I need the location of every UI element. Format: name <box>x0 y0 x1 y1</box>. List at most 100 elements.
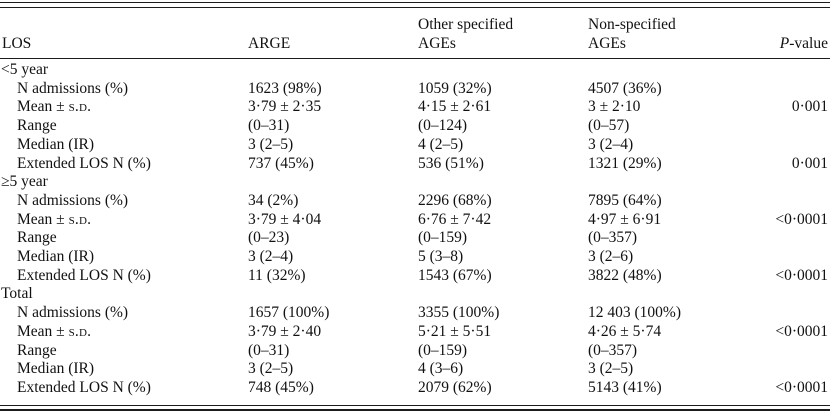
table-body: <5 year N admissions (%) 1623 (98%) 1059 (3… <box>0 59 830 398</box>
table-row: Range (0–31) (0–124) (0–57) <box>0 117 830 136</box>
value-cell: 3·79 ± 4·04 <box>248 210 322 228</box>
p-value-italic-p: P <box>779 34 790 52</box>
p-value-cell: <0·0001 <box>775 378 828 396</box>
table-row: Extended LOS N (%) 748 (45%) 2079 (62%) 514… <box>0 379 830 398</box>
header-row: LOS ARGE Other specified AGEs Non-specif… <box>0 8 830 59</box>
value-cell: 1543 (67%) <box>418 266 492 284</box>
p-value-cell: 0·001 <box>791 154 828 172</box>
value-cell: 5·21 ± 5·51 <box>418 322 492 340</box>
row-label: Median (IR) <box>17 360 95 378</box>
value-cell: (0–357) <box>588 229 638 247</box>
value-cell: 2079 (62%) <box>418 378 492 396</box>
p-value-cell <box>752 192 830 211</box>
value-cell: 4·97 ± 6·91 <box>588 210 662 228</box>
p-value-cell <box>752 304 830 323</box>
row-label: Extended LOS N (%) <box>17 154 151 172</box>
value-cell: (0–159) <box>418 229 468 247</box>
value-cell: 4 (2–5) <box>418 135 464 153</box>
column-header-los-label: LOS <box>2 34 32 52</box>
value-cell: 7895 (64%) <box>588 191 662 209</box>
section-header-row: Total <box>0 285 830 304</box>
p-value-cell <box>752 80 830 99</box>
table-row: N admissions (%) 1657 (100%) 3355 (100%) 12… <box>0 304 830 323</box>
value-cell: 1657 (100%) <box>248 304 330 322</box>
row-label: Extended LOS N (%) <box>17 378 151 396</box>
p-value-cell <box>752 342 830 361</box>
value-cell: 1321 (29%) <box>588 154 662 172</box>
section-title: Total <box>1 285 33 303</box>
table-row: Mean ± s.d. 3·79 ± 2·35 4·15 ± 2·61 3 ± 2·1… <box>0 98 830 117</box>
column-header-other-specified-ages: Other specified AGEs <box>418 8 588 59</box>
column-header-other-line2: AGEs <box>418 34 456 52</box>
value-cell: 3 (2–5) <box>248 360 294 378</box>
table-row: Median (IR) 3 (2–5) 4 (3–6) 3 (2–5) <box>0 360 830 379</box>
row-label: Median (IR) <box>17 135 95 153</box>
value-cell: 4·26 ± 5·74 <box>588 322 662 340</box>
value-cell: 1623 (98%) <box>248 79 322 97</box>
table-row: Extended LOS N (%) 737 (45%) 536 (51%) 1321… <box>0 155 830 174</box>
p-value-cell: <0·0001 <box>775 210 828 228</box>
value-cell: 4 (3–6) <box>418 360 464 378</box>
row-label: Mean ± s.d. <box>17 322 92 340</box>
table-row: Mean ± s.d. 3·79 ± 4·04 6·76 ± 7·42 4·97 ± … <box>0 211 830 230</box>
p-value-cell <box>752 360 830 379</box>
value-cell: (0–31) <box>248 341 290 359</box>
row-label: Median (IR) <box>17 248 95 266</box>
row-label: N admissions (%) <box>17 304 129 322</box>
value-cell: 4507 (36%) <box>588 79 662 97</box>
section-header-row: ≥5 year <box>0 173 830 192</box>
column-header-non-line1: Non-specified <box>588 16 676 33</box>
table-row: N admissions (%) 1623 (98%) 1059 (32%) 4507… <box>0 80 830 99</box>
row-label: Mean ± s.d. <box>17 98 92 116</box>
value-cell: 3 (2–5) <box>588 360 634 378</box>
column-header-los: LOS <box>0 8 248 59</box>
row-label: Extended LOS N (%) <box>17 266 151 284</box>
value-cell: 34 (2%) <box>248 191 299 209</box>
value-cell: (0–57) <box>588 117 630 135</box>
value-cell: 3·79 ± 2·35 <box>248 98 322 116</box>
value-cell: 748 (45%) <box>248 378 314 396</box>
value-cell: 5143 (41%) <box>588 378 662 396</box>
value-cell: 3·79 ± 2·40 <box>248 322 322 340</box>
value-cell: 3 (2–5) <box>248 135 294 153</box>
p-value-cell <box>752 229 830 248</box>
bottom-double-rule <box>0 404 830 411</box>
row-label: Mean ± s.d. <box>17 210 92 228</box>
value-cell: (0–159) <box>418 341 468 359</box>
value-cell: 3355 (100%) <box>418 304 500 322</box>
column-header-arge-label: ARGE <box>248 34 291 52</box>
p-value-cell <box>752 136 830 155</box>
section-title: <5 year <box>1 61 49 78</box>
p-value-cell: <0·0001 <box>775 266 828 284</box>
value-cell: 2296 (68%) <box>418 191 492 209</box>
small-caps-abbrev: s.d. <box>68 210 92 228</box>
column-header-arge: ARGE <box>248 8 418 59</box>
value-cell: 1059 (32%) <box>418 79 492 97</box>
value-cell: 11 (32%) <box>248 266 306 284</box>
table-row: Range (0–23) (0–159) (0–357) <box>0 229 830 248</box>
p-value-cell <box>752 117 830 136</box>
value-cell: 3 (2–6) <box>588 248 634 266</box>
value-cell: 3 (2–4) <box>588 135 634 153</box>
table-row: Range (0–31) (0–159) (0–357) <box>0 342 830 361</box>
value-cell: 3822 (48%) <box>588 266 662 284</box>
data-table: LOS ARGE Other specified AGEs Non-specif… <box>0 8 830 398</box>
column-header-p-value: P-value <box>752 8 830 59</box>
table-row: Median (IR) 3 (2–5) 4 (2–5) 3 (2–4) <box>0 136 830 155</box>
value-cell: (0–31) <box>248 117 290 135</box>
section-header-row: <5 year <box>0 59 830 80</box>
value-cell: 5 (3–8) <box>418 248 464 266</box>
row-label: Range <box>17 117 57 135</box>
table-row: Extended LOS N (%) 11 (32%) 1543 (67%) 3822… <box>0 267 830 286</box>
value-cell: 12 403 (100%) <box>588 304 681 322</box>
value-cell: 3 ± 2·10 <box>588 98 641 116</box>
value-cell: 6·76 ± 7·42 <box>418 210 492 228</box>
p-value-cell: 0·001 <box>791 98 828 116</box>
p-value-cell <box>752 248 830 267</box>
section-title: ≥5 year <box>1 173 48 191</box>
value-cell: (0–357) <box>588 341 638 359</box>
column-header-other-line1: Other specified <box>418 16 514 33</box>
value-cell: 4·15 ± 2·61 <box>418 98 492 116</box>
row-label: Range <box>17 229 57 247</box>
